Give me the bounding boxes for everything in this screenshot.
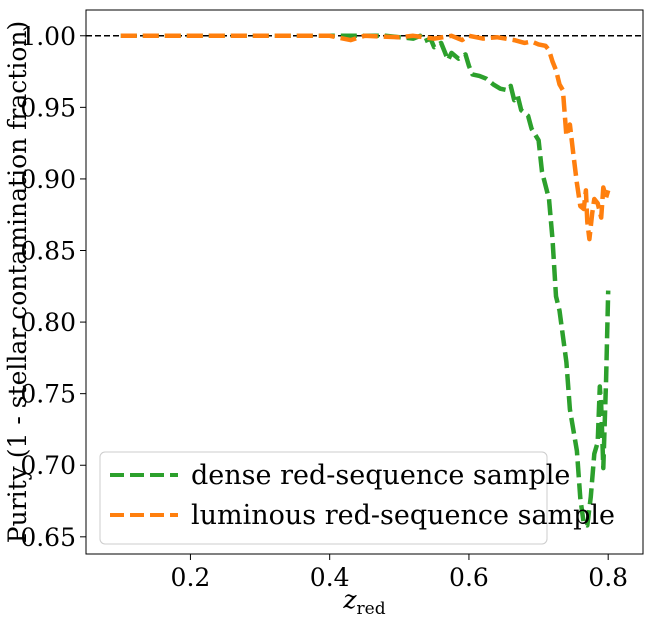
y-tick-label: 0.70 [20, 451, 76, 480]
y-tick-label: 0.85 [20, 237, 76, 266]
y-axis-label: Purity (1 - stellar contamination fracti… [3, 21, 32, 543]
x-axis-label: zred [342, 585, 385, 619]
x-tick-label: 0.6 [449, 563, 489, 592]
x-axis-label-sub: red [357, 599, 386, 619]
y-tick-label: 0.90 [20, 165, 76, 194]
legend-box [99, 451, 548, 545]
y-tick-label: 0.80 [20, 308, 76, 337]
series-line-dense [120, 33, 611, 528]
y-tick-label: 0.75 [20, 380, 76, 409]
y-tick-label: 1.00 [20, 22, 76, 51]
y-tick-label: 0.65 [20, 523, 76, 552]
x-axis-label-main: z [342, 585, 357, 614]
x-tick-label: 0.8 [588, 563, 628, 592]
legend-label-dense: dense red-sequence sample [191, 460, 570, 491]
plot-frame [85, 9, 644, 555]
x-tick-label: 0.4 [310, 563, 350, 592]
series-layer [120, 33, 611, 528]
y-tick-label: 0.95 [20, 93, 76, 122]
legend-label-luminous: luminous red-sequence sample [191, 500, 615, 531]
legend: dense red-sequence sample luminous red-s… [99, 451, 615, 545]
series-line-luminous [120, 33, 611, 242]
x-tick-label: 0.2 [171, 563, 211, 592]
ticks-layer: 0.2 0.4 0.6 0.8 0.65 0.70 0.75 0.80 0.85 0.90 0.95… [20, 22, 628, 592]
